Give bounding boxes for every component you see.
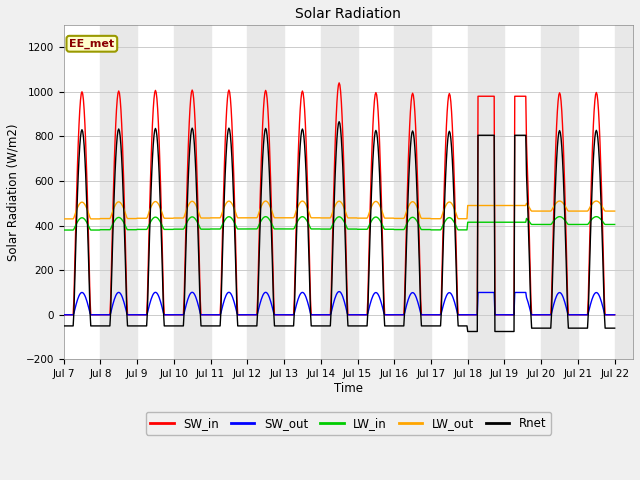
LW_out: [611, 208, 618, 214]
Y-axis label: Solar Radiation (W/m2): Solar Radiation (W/m2): [7, 123, 20, 261]
LW_in: [611, 222, 618, 228]
SW_out: [145, 304, 153, 310]
Rnet: [385, 323, 393, 329]
SW_in: [303, 159, 310, 165]
SW_in: [474, 312, 481, 318]
LW_in: [556, 214, 563, 219]
Bar: [394, 25, 431, 360]
SW_out: [474, 312, 481, 318]
LW_in: [303, 218, 310, 224]
Bar: [321, 25, 358, 360]
Rnet: [474, 132, 482, 138]
Line: LW_in: LW_in: [63, 216, 614, 230]
SW_out: [60, 312, 67, 318]
SW_in: [145, 237, 153, 242]
LW_out: [60, 216, 67, 222]
LW_in: [145, 222, 153, 228]
Rnet: [145, 257, 153, 263]
Line: Rnet: Rnet: [63, 121, 614, 332]
Rnet: [60, 323, 67, 329]
SW_in: [335, 80, 343, 86]
LW_in: [385, 227, 392, 232]
LW_out: [451, 208, 459, 214]
LW_in: [473, 219, 481, 225]
Line: LW_out: LW_out: [63, 201, 614, 219]
SW_out: [611, 312, 618, 318]
Bar: [541, 25, 578, 360]
SW_out: [335, 288, 343, 294]
SW_in: [60, 312, 67, 318]
Legend: SW_in, SW_out, LW_in, LW_out, Rnet: SW_in, SW_out, LW_in, LW_out, Rnet: [145, 412, 551, 434]
SW_in: [385, 312, 393, 318]
LW_out: [145, 210, 153, 216]
LW_out: [608, 208, 616, 214]
LW_out: [473, 203, 481, 208]
Rnet: [303, 189, 310, 194]
X-axis label: Time: Time: [334, 382, 363, 395]
LW_out: [556, 198, 563, 204]
Bar: [174, 25, 211, 360]
Title: Solar Radiation: Solar Radiation: [296, 7, 401, 21]
Bar: [100, 25, 137, 360]
Rnet: [609, 325, 616, 331]
SW_out: [385, 312, 393, 318]
SW_out: [608, 312, 616, 318]
Rnet: [611, 325, 618, 331]
LW_in: [608, 222, 616, 228]
SW_in: [452, 238, 460, 243]
Rnet: [464, 329, 472, 335]
SW_in: [611, 312, 618, 318]
SW_out: [452, 304, 460, 310]
LW_out: [303, 204, 310, 209]
Line: SW_in: SW_in: [63, 83, 614, 315]
Bar: [468, 25, 504, 360]
SW_in: [608, 312, 616, 318]
Line: SW_out: SW_out: [63, 291, 614, 315]
Bar: [247, 25, 284, 360]
Bar: [614, 25, 640, 360]
LW_out: [385, 215, 392, 221]
Rnet: [452, 258, 460, 264]
LW_in: [60, 227, 67, 233]
SW_out: [303, 297, 310, 302]
Rnet: [335, 119, 343, 124]
LW_in: [451, 221, 459, 227]
Text: EE_met: EE_met: [69, 38, 115, 49]
